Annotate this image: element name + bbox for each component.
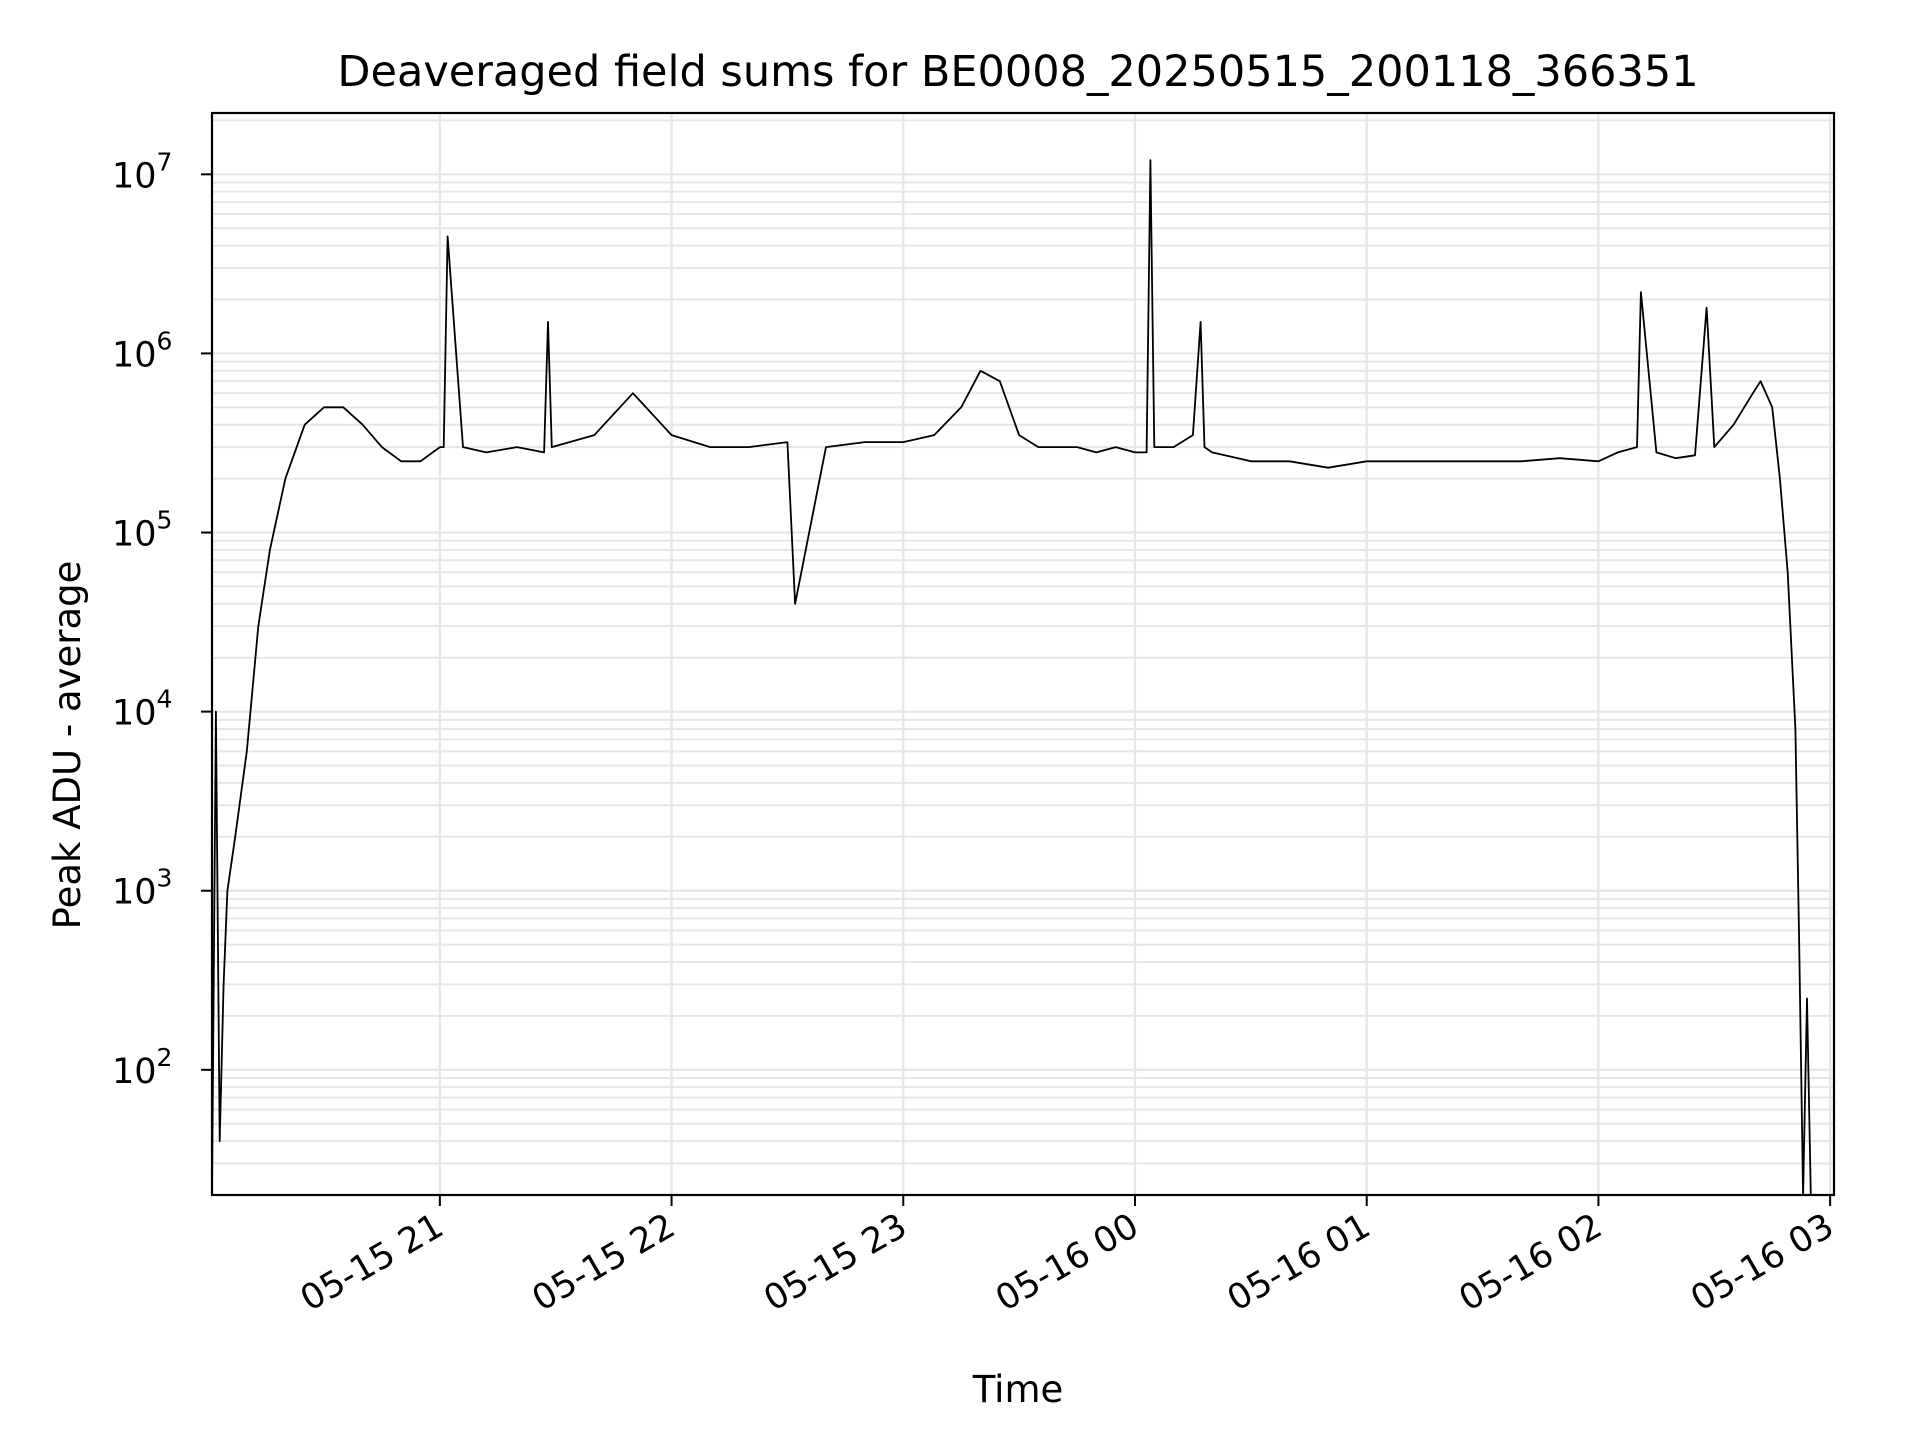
plot-frame bbox=[210, 111, 1836, 1197]
series bbox=[211, 159, 1812, 1196]
y-tick-label: 105 bbox=[112, 506, 172, 555]
y-axis: 102 103 104 105 106 107 bbox=[112, 147, 212, 1092]
y-tick-label: 103 bbox=[112, 864, 172, 913]
grid bbox=[212, 113, 1834, 1195]
y-axis-label: Peak ADU - average bbox=[46, 561, 89, 930]
chart-title: Deaveraged field sums for BE0008_2025051… bbox=[337, 47, 1698, 97]
y-tick-label: 106 bbox=[112, 326, 172, 375]
y-tick-label: 102 bbox=[112, 1043, 172, 1092]
y-tick-label: 104 bbox=[112, 685, 172, 734]
series-line bbox=[211, 159, 1812, 1196]
y-tick-label: 107 bbox=[112, 147, 172, 196]
x-axis-label: Time bbox=[972, 1368, 1064, 1411]
